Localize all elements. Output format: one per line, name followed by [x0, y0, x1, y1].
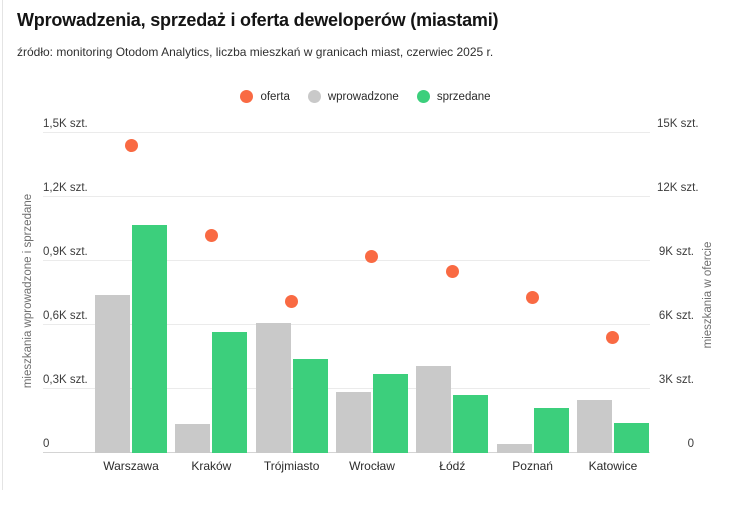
- left-axis-tick: 1,5K szt.: [43, 118, 88, 130]
- left-axis-tick: 0,6K szt.: [43, 309, 88, 322]
- dot-oferta-wroc-aw[interactable]: [365, 250, 379, 264]
- sprzedane-dot-icon: [416, 90, 430, 103]
- legend-label-oferta: oferta: [260, 90, 290, 103]
- dot-oferta-warszawa[interactable]: [124, 139, 138, 153]
- gridline: [43, 323, 650, 325]
- page-left-border: [2, 0, 3, 490]
- category-label-katowice: Katowice: [588, 458, 638, 473]
- bar-sprzedane-katowice[interactable]: [613, 422, 649, 453]
- dot-oferta--d-[interactable]: [445, 264, 459, 278]
- bar-wprowadzone-wroc-aw[interactable]: [335, 391, 371, 453]
- bar-wprowadzone-tr-jmiasto[interactable]: [255, 322, 291, 453]
- right-axis-tick: 0: [687, 437, 694, 450]
- left-axis-tick: 0,9K szt.: [43, 245, 88, 258]
- bar-wprowadzone-warszawa[interactable]: [95, 294, 130, 453]
- legend-label-sprzedane: sprzedane: [436, 90, 491, 103]
- bar-sprzedane-wroc-aw[interactable]: [372, 373, 408, 453]
- right-axis-title: mieszkania w ofercie: [702, 241, 714, 349]
- bar-sprzedane-warszawa[interactable]: [132, 224, 167, 453]
- dot-oferta-katowice[interactable]: [606, 330, 620, 344]
- right-axis-tick: 15K szt.: [657, 118, 699, 130]
- left-axis-tick: 0,3K szt.: [43, 373, 88, 386]
- category-label--d-: Łódź: [439, 458, 466, 473]
- oferta-dot-icon: [240, 90, 254, 103]
- wprowadzone-dot-icon: [307, 90, 321, 103]
- left-axis-title: mieszkania wprowadzone i sprzedane: [22, 193, 34, 389]
- right-axis-tick: 3K szt.: [658, 373, 694, 386]
- chart-title: Wprowadzenia, sprzedaż i oferta dewelope…: [17, 10, 499, 30]
- legend-item-sprzedane[interactable]: sprzedane: [416, 90, 491, 103]
- bar-wprowadzone--d-[interactable]: [416, 366, 452, 453]
- category-label-tr-jmiasto: Trójmiasto: [263, 458, 320, 473]
- category-label-wroc-aw: Wrocław: [349, 458, 395, 473]
- gridline: [43, 132, 650, 133]
- gridline: [43, 259, 650, 261]
- bar-wprowadzone-pozna-[interactable]: [496, 443, 532, 453]
- dot-oferta-tr-jmiasto[interactable]: [285, 294, 299, 308]
- bar-sprzedane--d-[interactable]: [453, 395, 489, 453]
- dot-oferta-krak-w[interactable]: [204, 228, 218, 242]
- category-label-warszawa: Warszawa: [103, 458, 159, 473]
- legend-item-wprowadzone[interactable]: wprowadzone: [307, 90, 399, 103]
- legend-item-oferta[interactable]: oferta: [240, 90, 290, 103]
- bar-sprzedane-pozna-[interactable]: [533, 407, 569, 453]
- legend-label-wprowadzone: wprowadzone: [327, 90, 399, 103]
- bar-wprowadzone-katowice[interactable]: [576, 400, 612, 453]
- plot-area: 0 0 0,3K szt. 3K szt. 0,6K szt. 6K szt. 0,9K s…: [43, 118, 699, 473]
- right-axis-tick: 9K szt.: [658, 245, 694, 258]
- right-axis-tick: 6K szt.: [658, 309, 694, 322]
- bar-sprzedane-krak-w[interactable]: [212, 332, 248, 453]
- bar-wprowadzone-krak-w[interactable]: [175, 423, 211, 453]
- dot-oferta-pozna-[interactable]: [526, 290, 540, 304]
- category-label-krak-w: Kraków: [191, 458, 232, 473]
- category-label-pozna-: Poznań: [512, 458, 553, 473]
- bar-sprzedane-tr-jmiasto[interactable]: [292, 358, 328, 453]
- chart-legend: oferta wprowadzone sprzedane: [0, 90, 731, 103]
- gridline: [43, 195, 650, 197]
- left-axis-tick: 1,2K szt.: [43, 181, 88, 194]
- left-axis-tick: 0: [43, 437, 50, 450]
- right-axis-tick: 12K szt.: [657, 181, 699, 194]
- chart-subtitle: źródło: monitoring Otodom Analytics, lic…: [17, 45, 494, 59]
- gridline: [43, 387, 650, 389]
